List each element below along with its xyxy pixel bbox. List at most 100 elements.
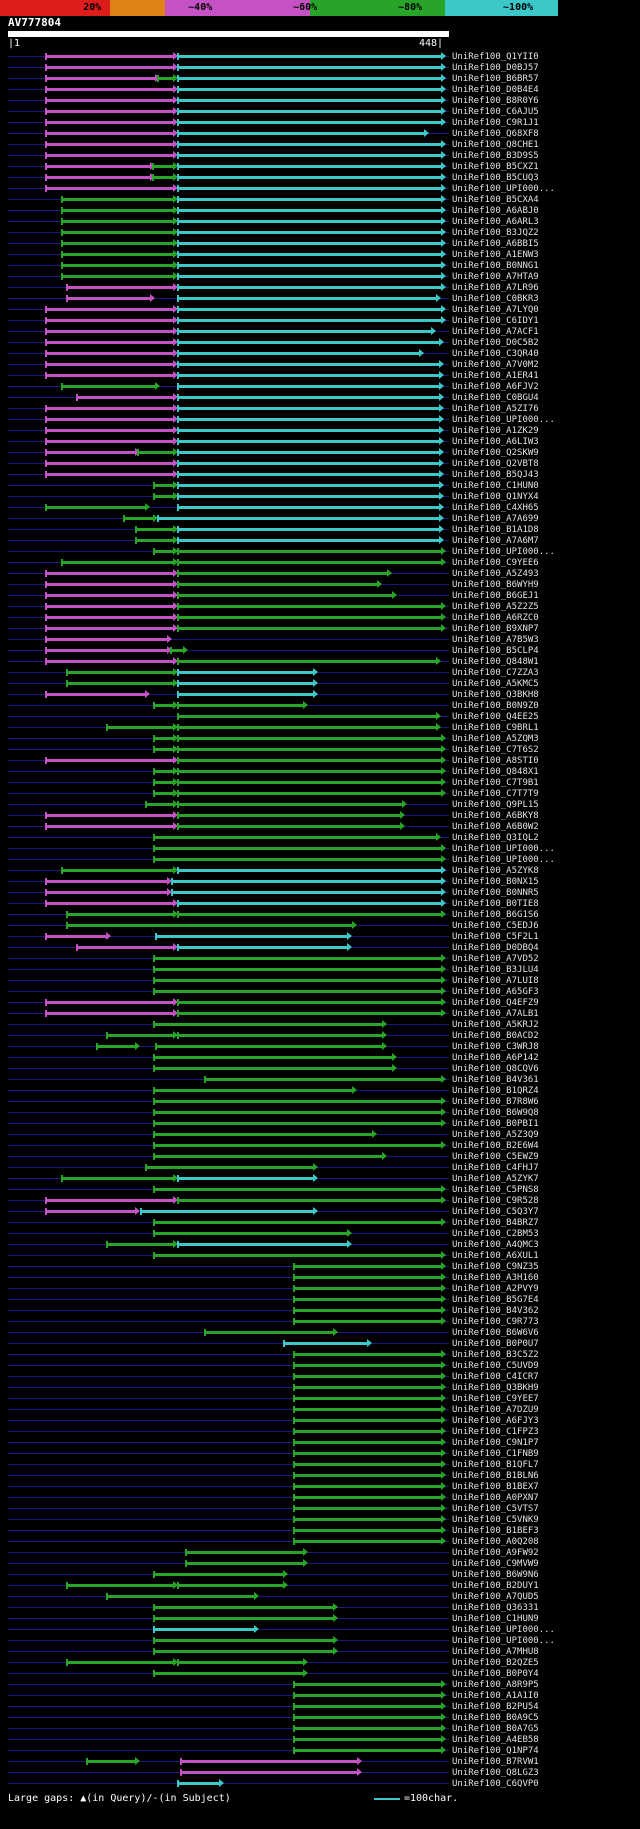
hsp-segment[interactable]	[153, 1064, 397, 1072]
hit-id-label[interactable]: UniRef100_Q8CQV6	[452, 1064, 539, 1074]
hit-id-label[interactable]: UniRef100_Q1NP74	[452, 1746, 539, 1756]
hsp-segment[interactable]	[293, 1482, 447, 1490]
hsp-segment[interactable]	[105, 723, 178, 731]
alignment-row[interactable]: UniRef100_Q848W1	[0, 656, 640, 667]
hsp-segment[interactable]	[176, 1240, 353, 1248]
alignment-row[interactable]: UniRef100_B1BLN6	[0, 1470, 640, 1481]
hit-id-label[interactable]: UniRef100_B1BLN6	[452, 1471, 539, 1481]
hsp-segment[interactable]	[176, 822, 405, 830]
hit-id-label[interactable]: UniRef100_Q3IQL2	[452, 833, 539, 843]
alignment-row[interactable]: UniRef100_C1FNB9	[0, 1448, 640, 1459]
hsp-segment[interactable]	[44, 52, 178, 60]
hit-id-label[interactable]: UniRef100_C5Q3Y7	[452, 1207, 539, 1217]
hsp-segment[interactable]	[176, 316, 447, 324]
hit-id-label[interactable]: UniRef100_Q9PL15	[452, 800, 539, 810]
hsp-segment[interactable]	[293, 1416, 447, 1424]
hsp-segment[interactable]	[61, 866, 178, 874]
hit-id-label[interactable]: UniRef100_C9BRL1	[452, 723, 539, 733]
hsp-segment[interactable]	[170, 888, 447, 896]
alignment-row[interactable]: UniRef100_C7T7T9	[0, 788, 640, 799]
alignment-row[interactable]: UniRef100_C1HUN0	[0, 480, 640, 491]
alignment-row[interactable]: UniRef100_C2BM53	[0, 1228, 640, 1239]
hit-id-label[interactable]: UniRef100_UPI000...	[452, 547, 555, 557]
hit-id-label[interactable]: UniRef100_A9FW92	[452, 1548, 539, 1558]
hsp-segment[interactable]	[153, 844, 447, 852]
hsp-segment[interactable]	[140, 1207, 318, 1215]
hsp-segment[interactable]	[61, 206, 178, 214]
alignment-row[interactable]: UniRef100_C7ZZA3	[0, 667, 640, 678]
alignment-row[interactable]: UniRef100_C1FPZ3	[0, 1426, 640, 1437]
alignment-row[interactable]: UniRef100_UPI000...	[0, 843, 640, 854]
hit-id-label[interactable]: UniRef100_A5ZQM3	[452, 734, 539, 744]
hit-id-label[interactable]: UniRef100_A5ZYK8	[452, 866, 539, 876]
hit-id-label[interactable]: UniRef100_Q4EE25	[452, 712, 539, 722]
hit-id-label[interactable]: UniRef100_A5KRJ2	[452, 1020, 539, 1030]
hit-id-label[interactable]: UniRef100_Q3BKH8	[452, 690, 539, 700]
hit-id-label[interactable]: UniRef100_Q68XF8	[452, 129, 539, 139]
hit-id-label[interactable]: UniRef100_A7A6M7	[452, 536, 539, 546]
hit-id-label[interactable]: UniRef100_Q8CHE1	[452, 140, 539, 150]
hsp-segment[interactable]	[176, 74, 447, 82]
hit-id-label[interactable]: UniRef100_A7LR96	[452, 283, 539, 293]
alignment-row[interactable]: UniRef100_A5Z3Q9	[0, 1129, 640, 1140]
hsp-segment[interactable]	[44, 657, 178, 665]
hsp-segment[interactable]	[293, 1680, 447, 1688]
alignment-row[interactable]: UniRef100_Q848X1	[0, 766, 640, 777]
alignment-row[interactable]: UniRef100_B1QFL7	[0, 1459, 640, 1470]
hsp-segment[interactable]	[169, 646, 188, 654]
alignment-row[interactable]: UniRef100_A1A1I0	[0, 1690, 640, 1701]
hit-id-label[interactable]: UniRef100_A7DZU9	[452, 1405, 539, 1415]
alignment-row[interactable]: UniRef100_C0BKR3	[0, 293, 640, 304]
hit-id-label[interactable]: UniRef100_A6RZC0	[452, 613, 539, 623]
alignment-row[interactable]: UniRef100_C6AJU5	[0, 106, 640, 117]
hsp-segment[interactable]	[176, 668, 318, 676]
hsp-segment[interactable]	[176, 591, 397, 599]
hit-id-label[interactable]: UniRef100_C9R1J1	[452, 118, 539, 128]
hsp-segment[interactable]	[153, 547, 178, 555]
hsp-segment[interactable]	[176, 63, 447, 71]
hsp-segment[interactable]	[153, 1570, 289, 1578]
hit-id-label[interactable]: UniRef100_B5CUQ3	[452, 173, 539, 183]
hit-id-label[interactable]: UniRef100_B2DUY1	[452, 1581, 539, 1591]
hit-id-label[interactable]: UniRef100_A65GF3	[452, 987, 539, 997]
hit-id-label[interactable]: UniRef100_C7T9B1	[452, 778, 539, 788]
hsp-segment[interactable]	[153, 1097, 447, 1105]
alignment-row[interactable]: UniRef100_A5Z493	[0, 568, 640, 579]
alignment-row[interactable]: UniRef100_C9YEE7	[0, 1393, 640, 1404]
hsp-segment[interactable]	[44, 503, 151, 511]
hsp-segment[interactable]	[153, 833, 442, 841]
hsp-segment[interactable]	[105, 1031, 178, 1039]
hsp-segment[interactable]	[293, 1427, 447, 1435]
hit-id-label[interactable]: UniRef100_B0PBI1	[452, 1119, 539, 1129]
alignment-row[interactable]: UniRef100_A7HTA9	[0, 271, 640, 282]
alignment-row[interactable]: UniRef100_B0PBI1	[0, 1118, 640, 1129]
hit-id-label[interactable]: UniRef100_A7QUD5	[452, 1592, 539, 1602]
hsp-segment[interactable]	[153, 1603, 338, 1611]
hit-id-label[interactable]: UniRef100_B4BRZ7	[452, 1218, 539, 1228]
hit-id-label[interactable]: UniRef100_A7MHU8	[452, 1647, 539, 1657]
alignment-row[interactable]: UniRef100_A1ZK29	[0, 425, 640, 436]
alignment-row[interactable]: UniRef100_D0B4E4	[0, 84, 640, 95]
hit-id-label[interactable]: UniRef100_C7T7T9	[452, 789, 539, 799]
alignment-row[interactable]: UniRef100_B5G7E4	[0, 1294, 640, 1305]
hit-id-label[interactable]: UniRef100_D0C5B2	[452, 338, 539, 348]
alignment-row[interactable]: UniRef100_C5VNK9	[0, 1514, 640, 1525]
hit-id-label[interactable]: UniRef100_A7ALB1	[452, 1009, 539, 1019]
hsp-segment[interactable]	[176, 283, 447, 291]
alignment-row[interactable]: UniRef100_C3WRJ8	[0, 1041, 640, 1052]
hsp-segment[interactable]	[176, 305, 447, 313]
hsp-segment[interactable]	[44, 569, 178, 577]
hsp-segment[interactable]	[293, 1438, 447, 1446]
hit-id-label[interactable]: UniRef100_B0NNG1	[452, 261, 539, 271]
hsp-segment[interactable]	[61, 272, 178, 280]
hsp-segment[interactable]	[176, 184, 447, 192]
hsp-segment[interactable]	[44, 811, 178, 819]
hsp-segment[interactable]	[176, 1581, 289, 1589]
alignment-row[interactable]: UniRef100_C6QVP0	[0, 1778, 640, 1789]
hsp-segment[interactable]	[293, 1702, 447, 1710]
alignment-row[interactable]: UniRef100_A7V0M2	[0, 359, 640, 370]
hsp-segment[interactable]	[135, 536, 178, 544]
hit-id-label[interactable]: UniRef100_A5ZI76	[452, 404, 539, 414]
hsp-segment[interactable]	[293, 1746, 447, 1754]
hsp-segment[interactable]	[176, 107, 447, 115]
